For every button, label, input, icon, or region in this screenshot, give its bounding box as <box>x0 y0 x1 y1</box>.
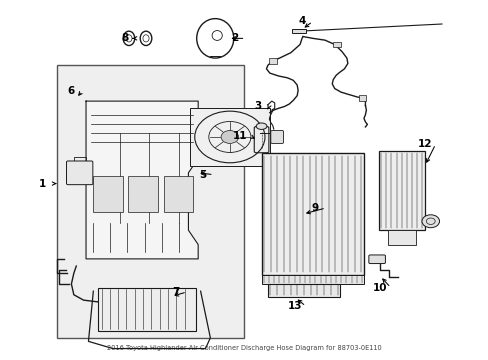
Text: 3: 3 <box>254 102 261 112</box>
Bar <box>57 65 244 338</box>
FancyBboxPatch shape <box>93 176 122 212</box>
FancyBboxPatch shape <box>98 288 195 330</box>
Text: 1: 1 <box>39 179 46 189</box>
FancyBboxPatch shape <box>378 151 424 230</box>
FancyBboxPatch shape <box>261 153 363 275</box>
Circle shape <box>221 131 238 143</box>
Text: 7: 7 <box>172 287 180 297</box>
Text: 6: 6 <box>68 86 75 96</box>
FancyBboxPatch shape <box>358 95 366 101</box>
FancyBboxPatch shape <box>163 176 192 212</box>
Text: 2016 Toyota Highlander Air Conditioner Discharge Hose Diagram for 88703-0E110: 2016 Toyota Highlander Air Conditioner D… <box>107 345 381 351</box>
Text: 9: 9 <box>311 203 318 213</box>
FancyBboxPatch shape <box>270 131 283 143</box>
Text: 5: 5 <box>199 170 206 180</box>
FancyBboxPatch shape <box>254 127 268 153</box>
FancyBboxPatch shape <box>267 284 339 297</box>
FancyBboxPatch shape <box>128 176 158 212</box>
FancyBboxPatch shape <box>387 230 415 244</box>
FancyBboxPatch shape <box>261 275 363 284</box>
Text: 4: 4 <box>298 17 305 27</box>
Text: 12: 12 <box>417 139 431 149</box>
Text: 8: 8 <box>121 33 128 43</box>
Text: 2: 2 <box>231 33 238 43</box>
Text: 11: 11 <box>232 131 246 141</box>
FancyBboxPatch shape <box>332 41 340 47</box>
Circle shape <box>421 215 439 228</box>
FancyBboxPatch shape <box>268 58 276 64</box>
Polygon shape <box>86 101 198 259</box>
FancyBboxPatch shape <box>189 108 269 166</box>
Text: 13: 13 <box>287 301 302 311</box>
FancyBboxPatch shape <box>66 161 93 185</box>
Ellipse shape <box>256 123 266 130</box>
FancyBboxPatch shape <box>291 29 306 33</box>
Text: 10: 10 <box>372 283 386 293</box>
FancyBboxPatch shape <box>368 255 385 264</box>
